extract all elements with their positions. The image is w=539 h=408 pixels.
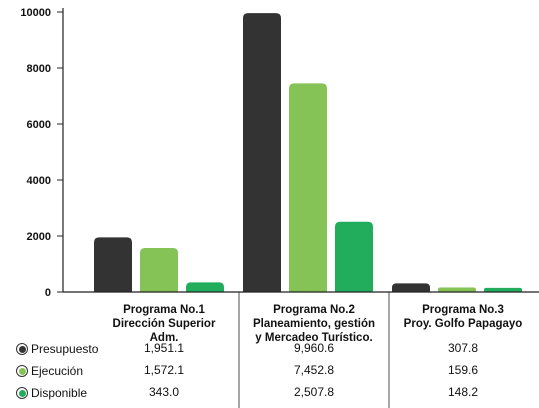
bar-presupuesto-1: [94, 237, 132, 292]
bar-presupuesto-3: [392, 283, 430, 292]
bar-disponible-2: [335, 221, 373, 292]
legend-item-presupuesto: Presupuesto: [16, 340, 98, 358]
category-label-2-line-1: Programa No.2: [273, 304, 355, 316]
legend-item-disponible: Disponible: [16, 384, 87, 402]
legend-label: Ejecución: [31, 364, 84, 378]
category-label-3-line-2: Proy. Golfo Papagayo: [404, 318, 523, 330]
table-cell-disponible-3: 148.2: [447, 385, 479, 399]
y-tick-label-0: 0: [45, 287, 51, 299]
category-label-1-line-3: Adm.: [150, 332, 179, 344]
table-cell-presupuesto-1: 1,951.1: [143, 341, 185, 355]
table-cell-ejecución-1: 1,572.1: [143, 363, 185, 377]
legend-marker-disponible: [16, 387, 28, 399]
table-cell-disponible-2: 2,507.8: [293, 385, 335, 399]
bar-ejecución-3: [438, 287, 476, 292]
legend-item-ejecución: Ejecución: [16, 362, 83, 380]
bar-ejecución-2: [289, 83, 327, 293]
category-label-2-line-2: Planeamiento, gestión: [253, 318, 375, 330]
bar-ejecución-1: [140, 247, 178, 292]
bar-disponible-1: [186, 282, 224, 292]
table-cell-presupuesto-2: 9,960.6: [293, 341, 335, 355]
table-cell-ejecución-3: 159.6: [447, 363, 479, 377]
y-tick-label-10000: 10000: [20, 7, 51, 19]
bar-presupuesto-2: [243, 13, 281, 292]
y-tick-label-8000: 8000: [27, 63, 51, 75]
legend-label: Disponible: [31, 386, 88, 400]
legend-label: Presupuesto: [31, 342, 99, 356]
legend-marker-presupuesto: [16, 343, 28, 355]
category-label-1-line-1: Programa No.1: [123, 304, 205, 316]
category-label-1-line-2: Dirección Superior: [113, 318, 216, 330]
y-tick-label-6000: 6000: [27, 119, 51, 131]
y-tick-label-2000: 2000: [27, 231, 51, 243]
legend-marker-ejecución: [16, 365, 28, 377]
category-label-2-line-3: y Mercadeo Turístico.: [255, 332, 372, 344]
table-cell-presupuesto-3: 307.8: [447, 341, 479, 355]
y-tick-label-4000: 4000: [27, 175, 51, 187]
table-cell-disponible-1: 343.0: [148, 385, 180, 399]
bar-disponible-3: [484, 287, 522, 292]
category-label-3-line-1: Programa No.3: [422, 304, 504, 316]
table-cell-ejecución-2: 7,452.8: [293, 363, 335, 377]
